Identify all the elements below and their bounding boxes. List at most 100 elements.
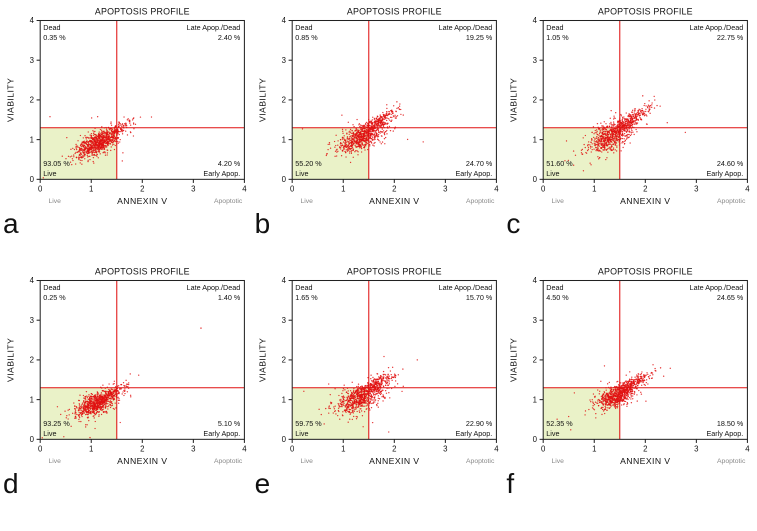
svg-text:ANNEXIN V: ANNEXIN V (117, 456, 167, 466)
apoptosis-panel-c: 0 1 2 3 4 0 1 2 3 4 APOPTOSIS PROFILE VIABILITY Dead… (504, 4, 756, 240)
svg-text:1: 1 (30, 135, 34, 144)
svg-text:0: 0 (30, 435, 35, 444)
svg-text:Apoptotic: Apoptotic (214, 458, 243, 465)
scatter-plot-b: 0 1 2 3 4 0 1 2 3 4 APOPTOSIS PROFILE VIABILITY Dead… (257, 6, 499, 206)
svg-text:Late Apop./Dead: Late Apop./Dead (438, 283, 492, 292)
svg-text:1.65 %: 1.65 % (295, 293, 318, 302)
svg-text:ANNEXIN V: ANNEXIN V (620, 196, 670, 206)
apoptosis-panel-e: 0 1 2 3 4 0 1 2 3 4 APOPTOSIS PROFILE VIABILITY Dead… (253, 264, 505, 500)
svg-text:Early Apop.: Early Apop. (203, 169, 240, 178)
apoptosis-panel-b: 0 1 2 3 4 0 1 2 3 4 APOPTOSIS PROFILE VIABILITY Dead… (253, 4, 505, 240)
svg-text:4: 4 (494, 445, 499, 454)
svg-text:2: 2 (392, 185, 396, 194)
svg-text:5.10 %: 5.10 % (218, 419, 241, 428)
svg-text:VIABILITY: VIABILITY (5, 78, 15, 122)
svg-text:Late Apop./Dead: Late Apop./Dead (438, 23, 492, 32)
svg-text:2: 2 (140, 185, 144, 194)
svg-text:0: 0 (281, 175, 286, 184)
svg-text:2: 2 (643, 185, 647, 194)
svg-text:2: 2 (281, 96, 285, 105)
svg-text:22.75 %: 22.75 % (717, 33, 744, 42)
svg-text:Live: Live (552, 198, 565, 205)
svg-text:19.25 %: 19.25 % (466, 33, 493, 42)
svg-text:3: 3 (191, 445, 196, 454)
svg-text:Dead: Dead (295, 23, 312, 32)
svg-text:2: 2 (281, 356, 285, 365)
svg-text:0: 0 (541, 185, 546, 194)
svg-text:Dead: Dead (43, 283, 60, 292)
svg-text:1: 1 (89, 445, 93, 454)
scatter-plot-c: 0 1 2 3 4 0 1 2 3 4 APOPTOSIS PROFILE VIABILITY Dead… (509, 6, 751, 206)
svg-text:15.70 %: 15.70 % (466, 293, 493, 302)
svg-text:3: 3 (695, 185, 700, 194)
svg-text:1: 1 (341, 445, 345, 454)
svg-text:Late Apop./Dead: Late Apop./Dead (690, 23, 744, 32)
apoptosis-panel-f: 0 1 2 3 4 0 1 2 3 4 APOPTOSIS PROFILE VIABILITY Dead… (504, 264, 756, 500)
svg-text:0: 0 (533, 175, 538, 184)
svg-text:VIABILITY: VIABILITY (509, 78, 519, 122)
svg-text:Live: Live (295, 429, 308, 438)
svg-text:Apoptotic: Apoptotic (466, 198, 495, 205)
svg-text:22.90 %: 22.90 % (466, 419, 493, 428)
svg-text:VIABILITY: VIABILITY (257, 78, 267, 122)
svg-text:Early Apop.: Early Apop. (203, 429, 240, 438)
svg-text:2: 2 (30, 96, 34, 105)
svg-text:Apoptotic: Apoptotic (466, 458, 495, 465)
svg-text:Early Apop.: Early Apop. (707, 169, 744, 178)
svg-text:Dead: Dead (43, 23, 60, 32)
svg-text:ANNEXIN V: ANNEXIN V (117, 196, 167, 206)
panel-letter-c: c (506, 208, 521, 240)
svg-text:4: 4 (242, 445, 247, 454)
svg-text:3: 3 (191, 185, 196, 194)
svg-text:1: 1 (30, 396, 34, 405)
svg-text:1: 1 (89, 185, 93, 194)
svg-text:59.75 %: 59.75 % (295, 419, 322, 428)
svg-text:APOPTOSIS PROFILE: APOPTOSIS PROFILE (95, 6, 190, 16)
svg-text:3: 3 (443, 185, 448, 194)
svg-text:2: 2 (392, 445, 396, 454)
svg-text:Live: Live (300, 458, 313, 465)
svg-text:1: 1 (533, 135, 537, 144)
svg-text:4: 4 (281, 276, 286, 285)
svg-text:1.05 %: 1.05 % (547, 33, 570, 42)
svg-text:24.60 %: 24.60 % (717, 159, 744, 168)
svg-text:2: 2 (140, 445, 144, 454)
svg-text:1: 1 (281, 396, 285, 405)
svg-text:3: 3 (533, 56, 538, 65)
panel-letter-d: d (3, 468, 19, 500)
svg-text:3: 3 (443, 445, 448, 454)
svg-text:4: 4 (30, 16, 35, 25)
apoptosis-figure: 0 1 2 3 4 0 1 2 3 4 APOPTOSIS PROFILE VIABILITY Dead… (3, 4, 756, 500)
svg-text:0: 0 (290, 445, 295, 454)
svg-text:2: 2 (30, 356, 34, 365)
svg-text:ANNEXIN V: ANNEXIN V (369, 196, 419, 206)
svg-text:0.85 %: 0.85 % (295, 33, 318, 42)
svg-text:2: 2 (533, 96, 537, 105)
scatter-plot-a: 0 1 2 3 4 0 1 2 3 4 APOPTOSIS PROFILE VIABILITY Dead… (5, 6, 247, 206)
panel-letter-e: e (254, 468, 271, 500)
svg-text:1: 1 (592, 185, 596, 194)
svg-text:Live: Live (43, 169, 56, 178)
svg-text:Early Apop.: Early Apop. (455, 429, 492, 438)
svg-text:55.20 %: 55.20 % (295, 159, 322, 168)
svg-text:4: 4 (281, 16, 286, 25)
panel-letter-b: b (254, 208, 271, 240)
svg-text:VIABILITY: VIABILITY (5, 338, 15, 382)
svg-text:Apoptotic: Apoptotic (717, 198, 746, 205)
svg-text:APOPTOSIS PROFILE: APOPTOSIS PROFILE (347, 6, 442, 16)
svg-text:Live: Live (43, 429, 56, 438)
svg-text:1: 1 (281, 135, 285, 144)
svg-text:4.20 %: 4.20 % (218, 159, 241, 168)
svg-text:0: 0 (38, 185, 43, 194)
svg-text:Dead: Dead (295, 283, 312, 292)
svg-text:1: 1 (341, 185, 345, 194)
svg-text:ANNEXIN V: ANNEXIN V (369, 456, 419, 466)
svg-text:APOPTOSIS PROFILE: APOPTOSIS PROFILE (95, 267, 190, 277)
svg-text:3: 3 (281, 316, 286, 325)
svg-text:93.25 %: 93.25 % (43, 419, 70, 428)
svg-text:VIABILITY: VIABILITY (257, 338, 267, 382)
svg-text:4: 4 (494, 185, 499, 194)
panel-letter-f: f (506, 468, 515, 500)
scatter-plot-e: 0 1 2 3 4 0 1 2 3 4 APOPTOSIS PROFILE VIABILITY Dead… (257, 267, 499, 467)
